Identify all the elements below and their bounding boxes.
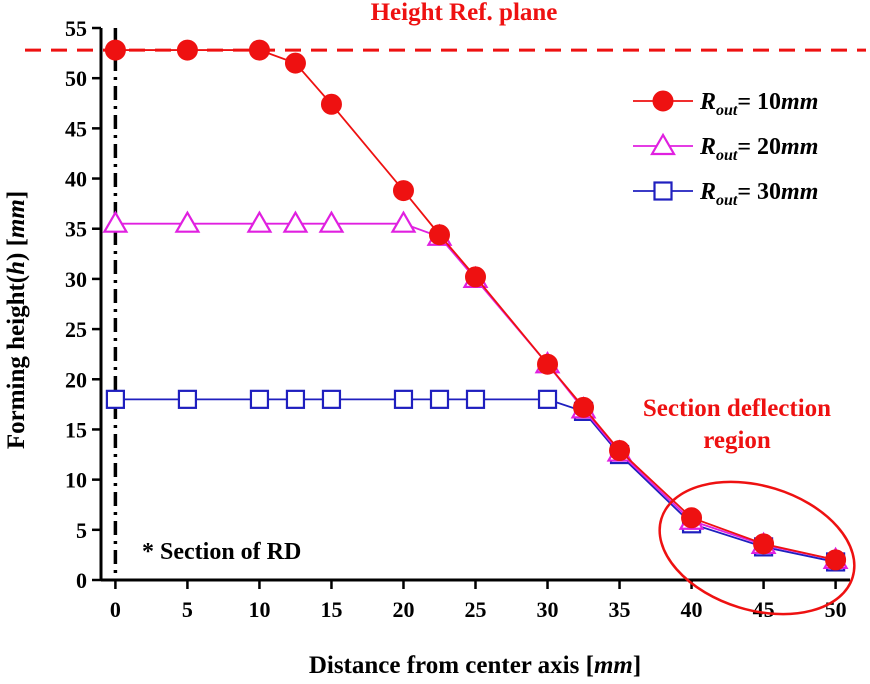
x-tick-label: 20 (392, 597, 414, 622)
y-axis-label: Forming height(h) [mm] (3, 191, 30, 449)
data-point (753, 533, 775, 555)
legend-entry: Rout= 30mm (633, 179, 818, 209)
x-axis-label-unit: mm (594, 652, 633, 679)
data-point (321, 389, 342, 409)
data-point (825, 549, 847, 571)
data-point (392, 180, 414, 202)
data-point (537, 389, 558, 409)
x-axis-label: Distance from center axis [mm] (309, 652, 641, 679)
data-point (282, 210, 309, 233)
data-point (320, 93, 342, 115)
section-note: * Section of RD (142, 539, 301, 565)
deflection-region-ellipse (658, 480, 856, 616)
y-tick-label: 45 (65, 116, 87, 141)
data-point (174, 210, 201, 233)
deflection-label-line2: region (703, 427, 771, 454)
data-point (249, 389, 270, 409)
chart-title: Height Ref. plane (371, 0, 558, 26)
data-point (285, 389, 306, 409)
data-point (393, 389, 414, 409)
legend-marker (650, 132, 676, 156)
y-axis-label-unit: mm (3, 199, 30, 238)
x-tick-label: 5 (182, 597, 193, 622)
y-axis-label-var: h (3, 261, 30, 275)
y-tick-label: 30 (65, 267, 87, 292)
y-tick-label: 20 (65, 367, 87, 392)
y-axis-label-main: Forming height( (3, 275, 30, 449)
x-axis-label-main: Distance from center axis [ (309, 652, 594, 679)
y-tick-label: 10 (65, 468, 87, 493)
data-point (537, 353, 559, 375)
legend-unit: mm (781, 134, 818, 160)
data-point (465, 266, 486, 288)
legend-eq: = 30 (737, 179, 781, 205)
x-tick-label: 0 (110, 597, 121, 622)
legend-subscript: out (716, 147, 738, 164)
x-tick-label: 45 (753, 597, 775, 622)
legend-subscript: out (716, 192, 738, 209)
data-point (177, 389, 198, 409)
y-tick-label: 15 (65, 417, 87, 442)
data-point (104, 39, 126, 61)
legend-label: Rout= 30mm (699, 179, 818, 209)
legend-entry: Rout= 20mm (633, 132, 818, 164)
y-tick-label: 25 (65, 317, 87, 342)
y-tick-label: 5 (76, 518, 87, 543)
data-point (102, 210, 129, 233)
data-point (284, 52, 306, 74)
legend-marker (653, 181, 673, 201)
legend-symbol: R (699, 134, 716, 160)
data-point (176, 39, 198, 61)
legend-unit: mm (781, 89, 818, 115)
x-tick-label: 30 (537, 597, 559, 622)
data-point (105, 389, 126, 409)
y-axis-label-mid: ) [ (3, 238, 30, 261)
legend-eq: = 10 (737, 89, 781, 115)
y-tick-label: 55 (65, 16, 87, 41)
y-tick-label: 35 (65, 217, 87, 242)
data-point (573, 396, 595, 418)
legend-symbol: R (699, 179, 716, 205)
data-point (428, 224, 450, 246)
x-tick-label: 35 (609, 597, 631, 622)
legend-eq: = 20 (737, 134, 781, 160)
data-point (390, 210, 417, 233)
y-tick-label: 50 (65, 66, 87, 91)
y-axis-label-close: ] (3, 191, 30, 199)
deflection-label-line1: Section deflection (643, 395, 831, 422)
x-axis-label-close: ] (633, 652, 641, 679)
data-point (609, 440, 631, 462)
legend-unit: mm (781, 179, 818, 205)
data-point (318, 210, 345, 233)
x-tick-label: 15 (320, 597, 342, 622)
series-circle (104, 39, 847, 571)
data-point (248, 39, 270, 61)
x-tick-label: 25 (465, 597, 487, 622)
data-point (429, 389, 450, 409)
legend-label: Rout= 10mm (699, 89, 818, 119)
data-point (681, 507, 703, 529)
x-tick-label: 10 (248, 597, 270, 622)
y-tick-label: 40 (65, 167, 87, 192)
legend-marker (652, 90, 674, 112)
data-point (465, 389, 486, 409)
x-tick-label: 40 (681, 597, 703, 622)
y-tick-label: 0 (76, 568, 87, 593)
legend-subscript: out (716, 102, 738, 119)
legend-entry: Rout= 10mm (633, 89, 818, 119)
legend-symbol: R (699, 89, 716, 115)
data-point (246, 210, 273, 233)
series-line (115, 49, 836, 561)
legend-label: Rout= 20mm (699, 134, 818, 164)
